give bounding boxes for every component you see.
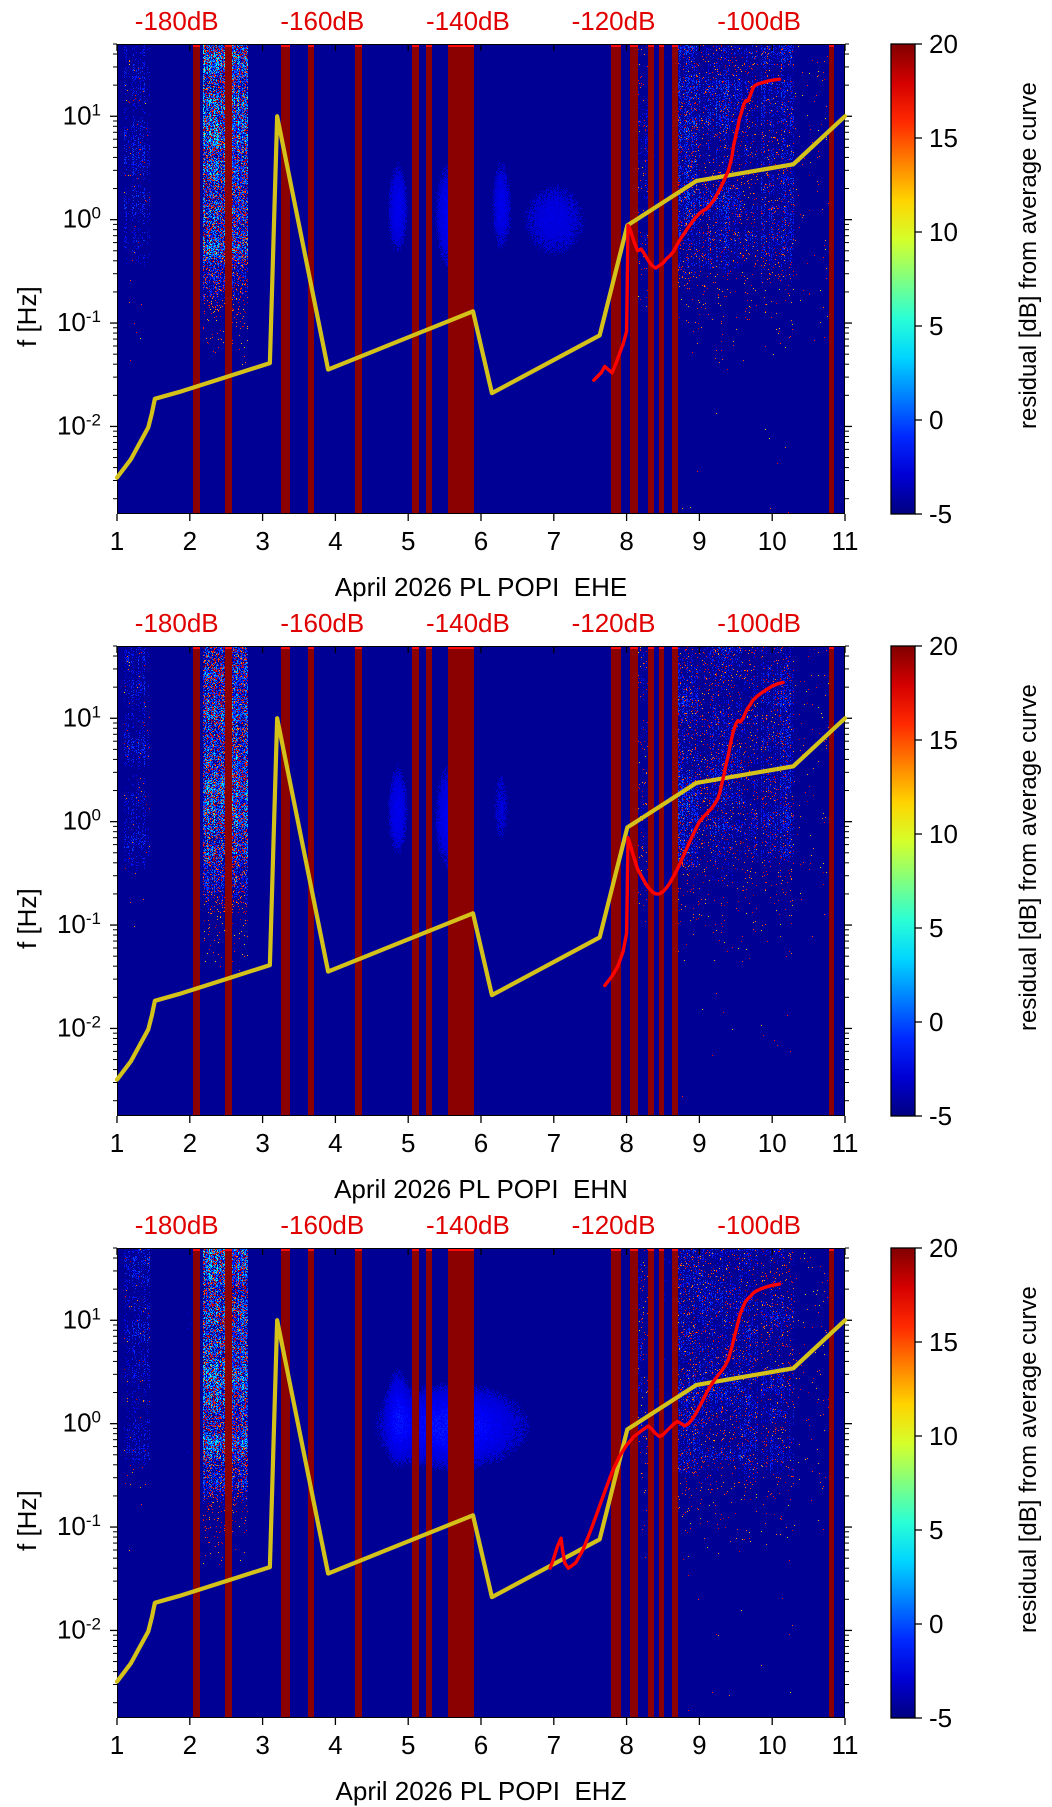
svg-text:-5: -5	[929, 499, 952, 529]
svg-text:10: 10	[929, 819, 958, 849]
svg-text:0: 0	[929, 1007, 943, 1037]
svg-text:15: 15	[929, 725, 958, 755]
svg-text:15: 15	[929, 123, 958, 153]
svg-text:15: 15	[929, 1327, 958, 1357]
svg-text:5: 5	[929, 1515, 943, 1545]
svg-text:10: 10	[929, 1421, 958, 1451]
svg-text:-5: -5	[929, 1703, 952, 1733]
svg-text:20: 20	[929, 631, 958, 661]
svg-text:20: 20	[929, 29, 958, 59]
svg-text:20: 20	[929, 1233, 958, 1263]
svg-text:0: 0	[929, 1609, 943, 1639]
svg-text:5: 5	[929, 913, 943, 943]
svg-text:5: 5	[929, 311, 943, 341]
svg-text:10: 10	[929, 217, 958, 247]
svg-text:0: 0	[929, 405, 943, 435]
svg-text:-5: -5	[929, 1101, 952, 1131]
